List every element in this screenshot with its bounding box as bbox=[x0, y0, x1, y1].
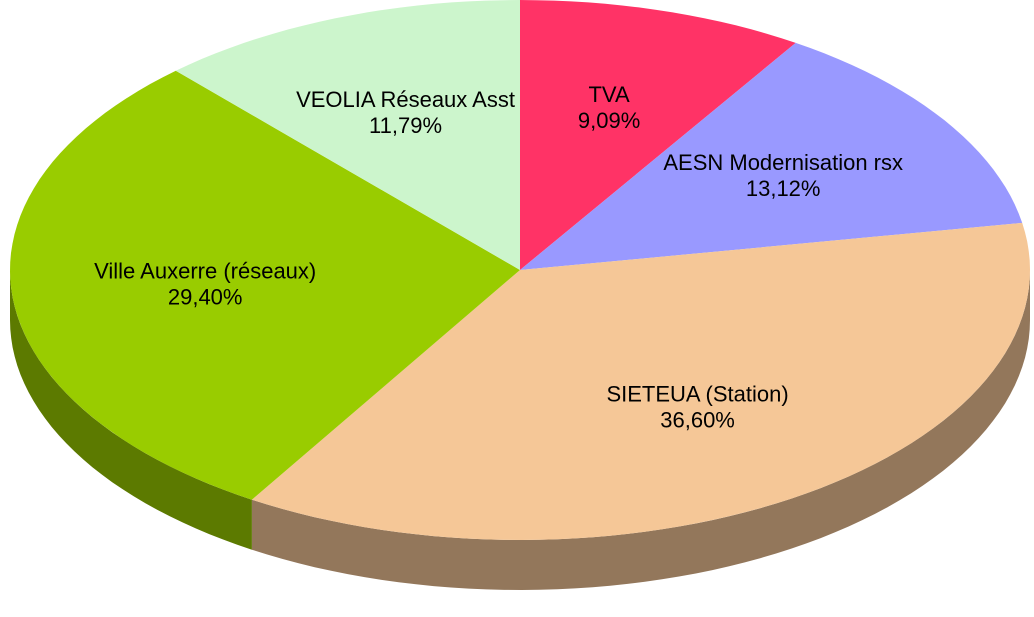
slice bbox=[520, 0, 796, 270]
slice-label: VEOLIA Réseaux Asst bbox=[296, 87, 515, 112]
slice-value-label: 11,79% bbox=[369, 113, 442, 138]
slice-side bbox=[251, 270, 1030, 590]
slice-side bbox=[10, 270, 252, 550]
slice-label: AESN Modernisation rsx bbox=[663, 150, 903, 175]
slice bbox=[520, 42, 1023, 271]
slice-label: TVA bbox=[588, 82, 629, 107]
slice-value-label: 36,60% bbox=[660, 407, 735, 432]
slice-value-label: 13,12% bbox=[746, 176, 821, 201]
slice bbox=[251, 222, 1030, 540]
slice bbox=[10, 70, 520, 500]
slice bbox=[175, 0, 521, 270]
slice-value-label: 29,40% bbox=[168, 284, 243, 309]
slice-label: Ville Auxerre (réseaux) bbox=[94, 258, 316, 283]
slice-label: SIETEUA (Station) bbox=[606, 381, 788, 406]
slice-value-label: 9,09% bbox=[578, 108, 640, 133]
